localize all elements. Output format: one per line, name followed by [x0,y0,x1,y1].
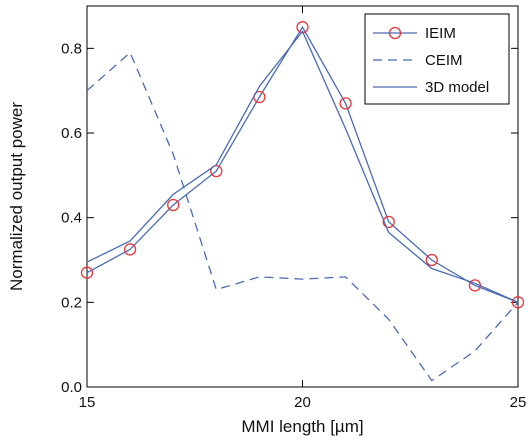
series-line-3d-model [86,30,519,303]
legend-label-ceim: CEIM [425,52,463,69]
legend-marker-ieim [388,26,402,40]
x-tick-label-2: 25 [510,394,527,411]
legend-box [364,13,510,105]
data-point-ieim-10 [511,296,525,309]
y-tick-label-1: 0.2 [61,294,82,311]
y-axis-title: Normalized output power [7,102,26,291]
data-point-ieim-2 [167,198,180,212]
data-point-ieim-3 [210,164,223,178]
x-tick-label-1: 20 [294,394,311,411]
series-line-ceim [86,51,519,382]
x-axis-title: MMI length [µm] [241,417,363,436]
y-tick-label-2: 0.4 [61,210,82,227]
data-point-ieim-6 [339,97,352,110]
series-layer [80,21,525,382]
axis-ticks: 15 20 25 0.0 0.2 0.4 0.6 0.8 [61,6,526,411]
data-point-ieim-1 [123,243,137,256]
x-tick-label-0: 15 [79,394,96,411]
data-point-ieim-0 [80,266,94,279]
legend: IEIM CEIM 3D model [364,13,510,105]
data-point-ieim-8 [425,253,438,267]
y-tick-label-3: 0.6 [61,125,82,142]
legend-label-ieim: IEIM [425,25,456,42]
y-tick-label-4: 0.8 [61,40,82,57]
data-point-ieim-7 [382,215,395,229]
legend-label-3d-model: 3D model [425,79,489,96]
series-line-ieim [86,25,519,303]
y-tick-label-0: 0.0 [61,379,82,396]
